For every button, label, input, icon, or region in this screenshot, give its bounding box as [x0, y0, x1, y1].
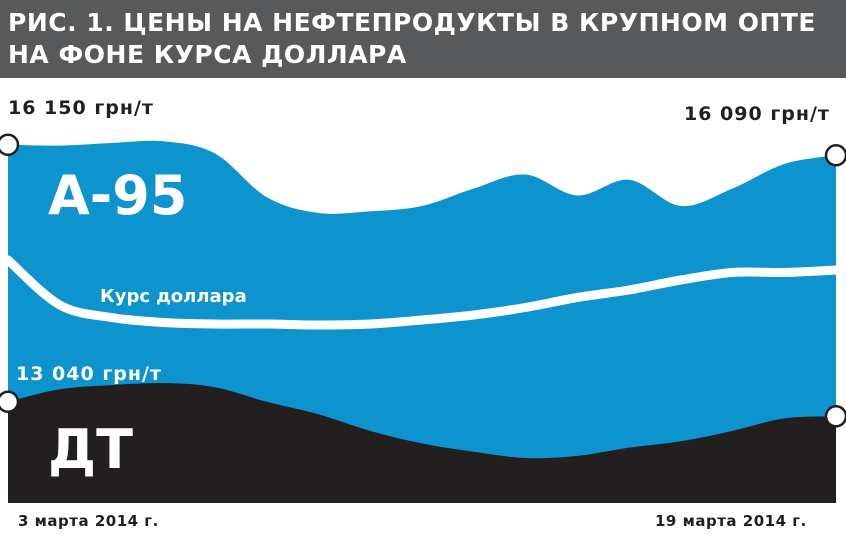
- chart-header: РИС. 1. ЦЕНЫ НА НЕФТЕПРОДУКТЫ В КРУПНОМ …: [0, 0, 846, 78]
- a95-end-marker: [824, 144, 846, 167]
- a95-start-price-label: 16 150 грн/т: [8, 97, 154, 119]
- dt-series-label: ДТ: [48, 418, 133, 481]
- start-date-label: 3 марта 2014 г.: [18, 512, 159, 530]
- dt-area: [8, 382, 836, 503]
- dt-start-price-label: 13 040 грн/т: [16, 363, 162, 385]
- chart-areas: [3, 140, 841, 503]
- chart-title-line-1: РИС. 1. ЦЕНЫ НА НЕФТЕПРОДУКТЫ В КРУПНОМ …: [8, 8, 816, 37]
- a95-start-marker: [0, 133, 20, 157]
- chart-title-line-2: НА ФОНЕ КУРСА ДОЛЛАРА: [8, 40, 407, 69]
- dt-start-marker: [0, 390, 20, 414]
- end-date-label: 19 марта 2014 г.: [655, 512, 807, 530]
- a95-series-label: A-95: [48, 164, 188, 227]
- dollar-series-label: Курс доллара: [100, 286, 247, 307]
- dollar-line: [3, 255, 841, 330]
- dt-end-price-label: 12 970 грн/т: [676, 374, 822, 396]
- a95-end-price-label: 16 090 грн/т: [684, 103, 830, 125]
- chart-markers: [0, 133, 846, 428]
- dt-end-marker: [824, 405, 846, 428]
- chart-canvas: [0, 133, 846, 503]
